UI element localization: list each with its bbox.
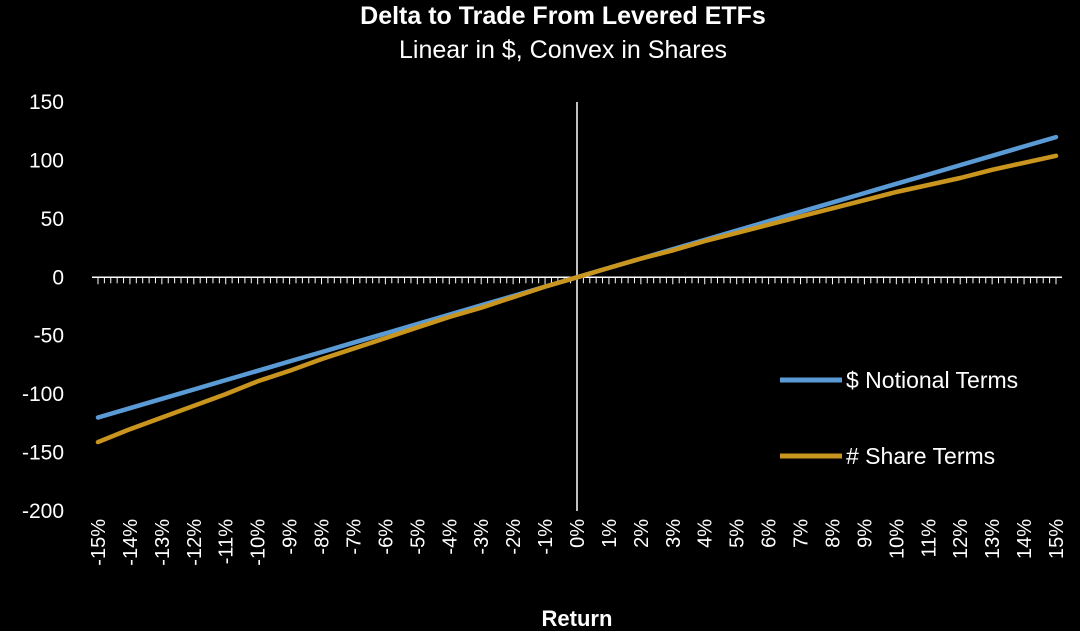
- y-tick-label: 0: [52, 266, 64, 289]
- x-tick-label: 0%: [567, 519, 589, 548]
- x-tick-label: -4%: [439, 519, 461, 555]
- series-lines: [95, 134, 1059, 445]
- x-tick-label: -12%: [184, 519, 206, 566]
- x-tick-label: 5%: [727, 519, 749, 548]
- x-tick-label: 3%: [663, 519, 685, 548]
- x-tick-label: 9%: [854, 519, 876, 548]
- legend-label-1: # Share Terms: [846, 443, 995, 469]
- x-tick-label: 7%: [791, 519, 813, 548]
- x-tick-label: -2%: [503, 519, 525, 555]
- x-tick-label: 13%: [982, 519, 1004, 559]
- x-tick-label: -9%: [280, 519, 302, 555]
- x-tick-label: 10%: [886, 519, 908, 559]
- x-tick-label: -7%: [343, 519, 365, 555]
- y-tick-label: -50: [34, 325, 64, 348]
- legend-label-0: $ Notional Terms: [846, 367, 1018, 393]
- chart-title: Delta to Trade From Levered ETFs: [360, 2, 766, 30]
- x-tick-label: 14%: [1014, 519, 1036, 559]
- x-tick-label: -13%: [152, 519, 174, 566]
- x-tick-label: -5%: [407, 519, 429, 555]
- x-tick-label: 1%: [599, 519, 621, 548]
- series-line-1: [95, 153, 1059, 445]
- x-tick-label: -8%: [312, 519, 334, 555]
- y-tick-label: 100: [29, 149, 64, 172]
- x-tick-label: -11%: [216, 519, 238, 564]
- x-tick-label: 8%: [822, 519, 844, 548]
- chart-subtitle: Linear in $, Convex in Shares: [399, 36, 727, 64]
- x-axis-labels: -15% -14% -13% -12% -11% -10% -9% -8% -7% -6% -5% -…: [88, 519, 1068, 566]
- y-tick-label: -100: [22, 383, 64, 406]
- y-axis-labels: 150 100 50 0 -50 -100 -150 -200: [22, 91, 64, 523]
- x-tick-label: 4%: [695, 519, 717, 548]
- x-tick-label: 15%: [1046, 519, 1068, 559]
- x-tick-label: 6%: [759, 519, 781, 548]
- x-tick-label: 11%: [918, 519, 940, 558]
- x-tick-label: -6%: [375, 519, 397, 555]
- y-tick-label: -150: [22, 442, 64, 465]
- x-tick-label: -14%: [120, 519, 142, 566]
- y-tick-label: -200: [22, 500, 64, 523]
- x-tick-label: -3%: [471, 519, 493, 555]
- x-tick-label: -1%: [535, 519, 557, 555]
- x-tick-label: -15%: [88, 519, 110, 566]
- x-axis-title: Return: [542, 606, 613, 631]
- legend: $ Notional Terms # Share Terms: [780, 367, 1018, 469]
- y-tick-label: 150: [29, 91, 64, 114]
- x-tick-label: 2%: [631, 519, 653, 548]
- x-tick-label: -10%: [248, 519, 270, 566]
- x-tick-label: 12%: [950, 519, 972, 559]
- y-tick-label: 50: [41, 208, 64, 231]
